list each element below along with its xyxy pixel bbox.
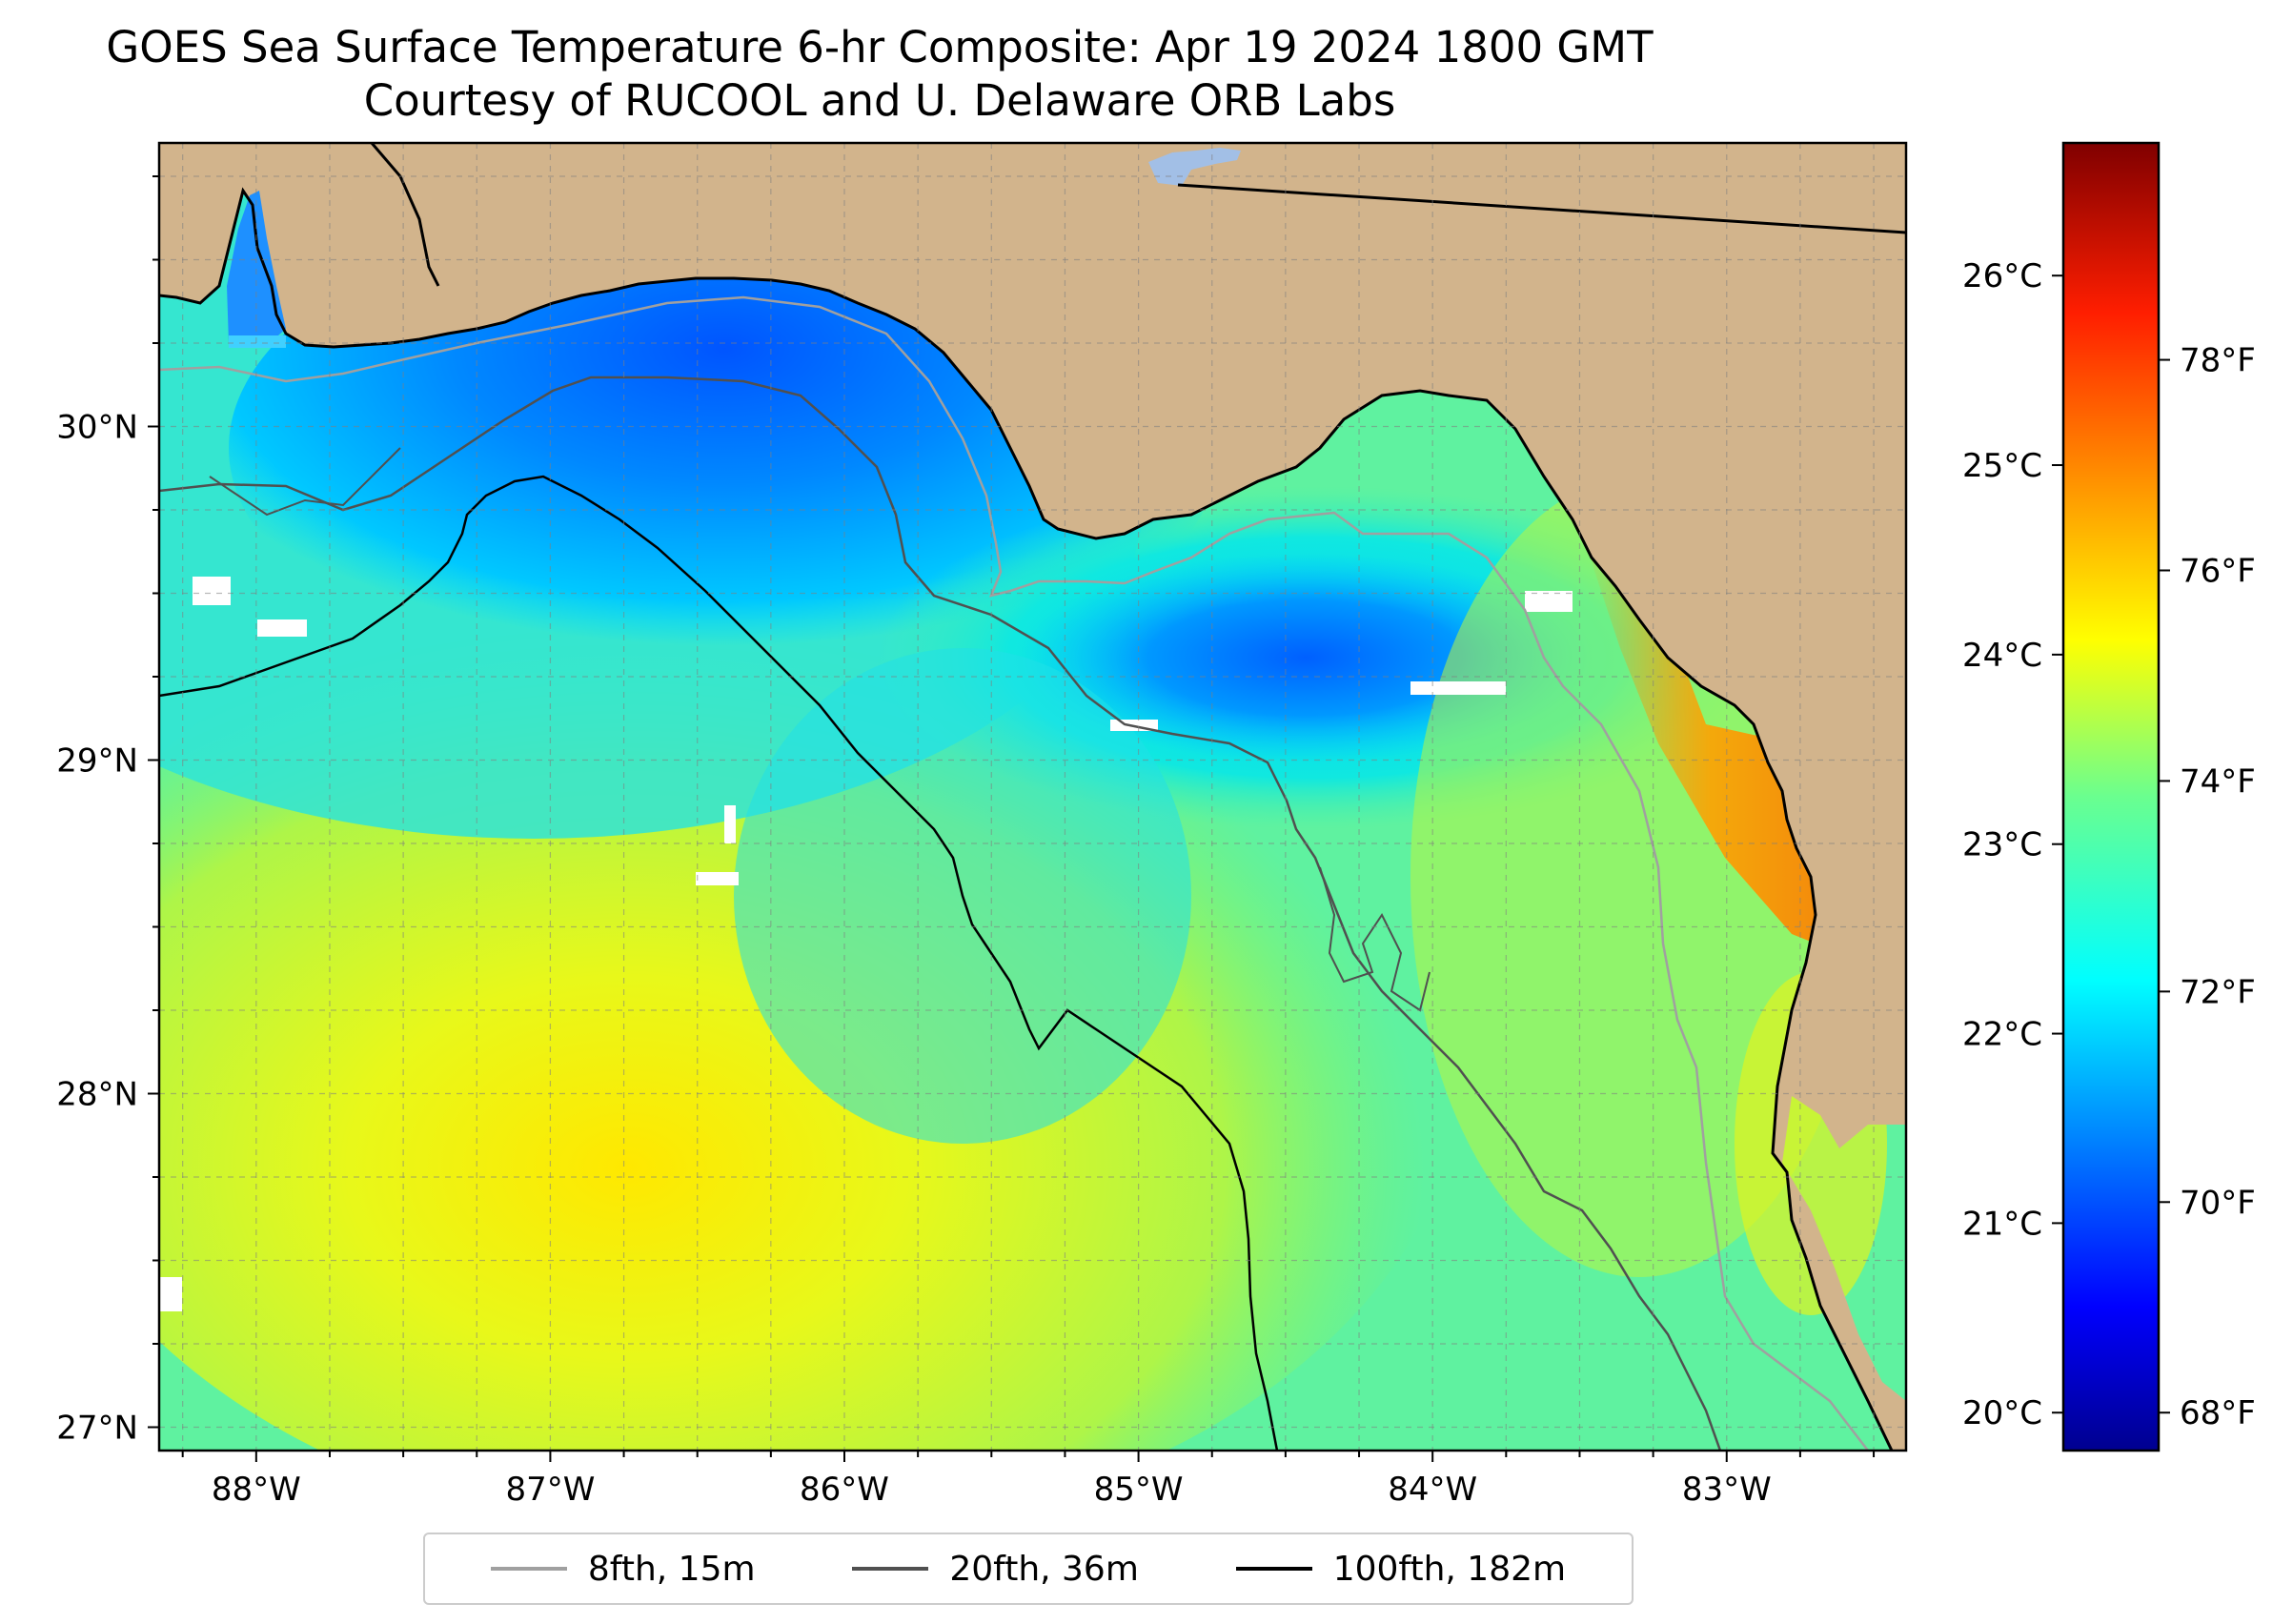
colorbar-celsius-label: 26°C (1962, 257, 2042, 295)
latitude-tick-label: 27°N (56, 1410, 138, 1448)
colorbar-fahrenheit-label: 70°F (2180, 1184, 2256, 1222)
mobile-bay (227, 191, 286, 345)
colorbar-fahrenheit-label: 76°F (2180, 552, 2256, 590)
state-border-ga-fl (1177, 183, 1906, 234)
legend-label: 8fth, 15m (587, 1549, 756, 1589)
chart-subtitle: Courtesy of RUCOOL and U. Delaware ORB L… (363, 75, 1396, 126)
longitude-tick-label: 83°W (1682, 1471, 1772, 1509)
state-border (370, 143, 440, 287)
legend-item: 8fth, 15m (490, 1549, 756, 1589)
longitude-tick-label: 86°W (800, 1471, 889, 1509)
colorbar-celsius-label: 24°C (1962, 637, 2042, 675)
legend-item: 20fth, 36m (852, 1550, 1139, 1589)
sea-surface-temperature-field (159, 143, 1906, 1451)
colorbar-celsius-label: 21°C (1962, 1205, 2042, 1243)
latitude-tick-label: 30°N (56, 409, 138, 447)
legend-label: 20fth, 36m (949, 1549, 1139, 1589)
panhandle-coast-land (159, 143, 1906, 1451)
longitude-tick-label: 84°W (1388, 1471, 1477, 1509)
isobath-15m (159, 295, 1869, 1451)
legend-line-swatch (852, 1567, 929, 1571)
latitude-axis: 27°N 28°N 29°N 30°N (56, 175, 159, 1448)
legend-line-swatch (490, 1567, 567, 1571)
longitude-tick-label: 87°W (505, 1471, 595, 1509)
inland-lake (1148, 148, 1241, 186)
isobath-36m (159, 376, 1722, 1451)
land-mask (159, 143, 1906, 1451)
legend-label: 100fth, 182m (1332, 1549, 1567, 1589)
colorbar-fahrenheit-axis: 68°F 70°F 72°F 74°F 76°F 78°F (2159, 342, 2256, 1432)
isobath-contours (159, 295, 1869, 1451)
pensacola-inshore-contours (209, 447, 401, 517)
legend-line-swatch (1235, 1567, 1312, 1571)
colorbar-celsius-label: 22°C (1962, 1016, 2042, 1054)
longitude-axis: 88°W 87°W 86°W 85°W 84°W 83°W (181, 1451, 1876, 1509)
colorbar-fahrenheit-label: 68°F (2180, 1394, 2256, 1432)
colorbar-celsius-axis: 20°C 21°C 22°C 23°C 24°C 25°C 26°C (1962, 257, 2063, 1432)
isobath-legend: 8fth, 15m 20fth, 36m 100fth, 182m (423, 1533, 1634, 1605)
colorbar-celsius-label: 20°C (1962, 1394, 2042, 1432)
longitude-tick-label: 85°W (1094, 1471, 1184, 1509)
colorbar-fahrenheit-label: 74°F (2180, 762, 2256, 801)
longitude-tick-label: 88°W (212, 1471, 301, 1509)
mobile-bay-mouth (229, 335, 286, 348)
colorbar (2061, 141, 2161, 1452)
chart-title: GOES Sea Surface Temperature 6-hr Compos… (106, 22, 1654, 72)
big-bend-shoal-contours (1319, 866, 1431, 1012)
colorbar-celsius-label: 23°C (1962, 826, 2042, 864)
latitude-tick-label: 29°N (56, 742, 138, 781)
latitude-tick-label: 28°N (56, 1076, 138, 1114)
colorbar-fahrenheit-label: 78°F (2180, 342, 2256, 380)
map-frame (157, 141, 1908, 1452)
colorbar-fahrenheit-label: 72°F (2180, 973, 2256, 1011)
map-gridlines (159, 143, 1906, 1451)
isobath-182m (159, 475, 1279, 1451)
colorbar-celsius-label: 25°C (1962, 447, 2042, 485)
legend-item: 100fth, 182m (1235, 1549, 1567, 1589)
